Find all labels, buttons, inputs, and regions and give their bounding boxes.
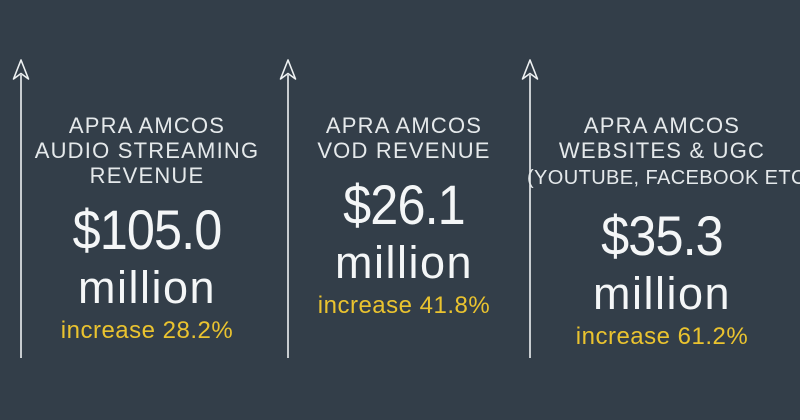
revenue-amount: $26.1 — [343, 173, 466, 236]
revenue-unit: million — [592, 268, 732, 319]
revenue-unit: million — [334, 237, 474, 288]
increase-percentage: increase 41.8% — [317, 292, 491, 319]
up-arrow-icon — [279, 59, 297, 358]
column-title-line: APRA AMCOS — [325, 113, 483, 138]
column-title-line: VOD REVENUE — [317, 138, 491, 163]
increase-percentage: increase 61.2% — [575, 323, 749, 350]
revenue-unit: million — [77, 262, 217, 313]
increase-percentage: increase 28.2% — [60, 317, 234, 344]
stat-column-audio-streaming: APRA AMCOS AUDIO STREAMING REVENUE $105.… — [27, 113, 267, 343]
column-title-line: APRA AMCOS — [68, 113, 226, 138]
revenue-amount: $105.0 — [72, 198, 223, 261]
stat-column-vod: APRA AMCOS VOD REVENUE $26.1 million inc… — [284, 113, 524, 318]
up-arrow-icon — [12, 59, 30, 358]
column-title-line: WEBSITES & UGC — [558, 138, 766, 163]
column-title-line: REVENUE — [89, 163, 205, 188]
column-title-line: APRA AMCOS — [583, 113, 741, 138]
column-subtitle: (YOUTUBE, FACEBOOK ETC) — [527, 167, 800, 189]
revenue-amount: $35.3 — [601, 204, 724, 267]
stat-column-websites-ugc: APRA AMCOS WEBSITES & UGC (YOUTUBE, FACE… — [527, 113, 800, 350]
column-title-line: AUDIO STREAMING — [34, 138, 260, 163]
up-arrow-icon — [521, 59, 539, 358]
